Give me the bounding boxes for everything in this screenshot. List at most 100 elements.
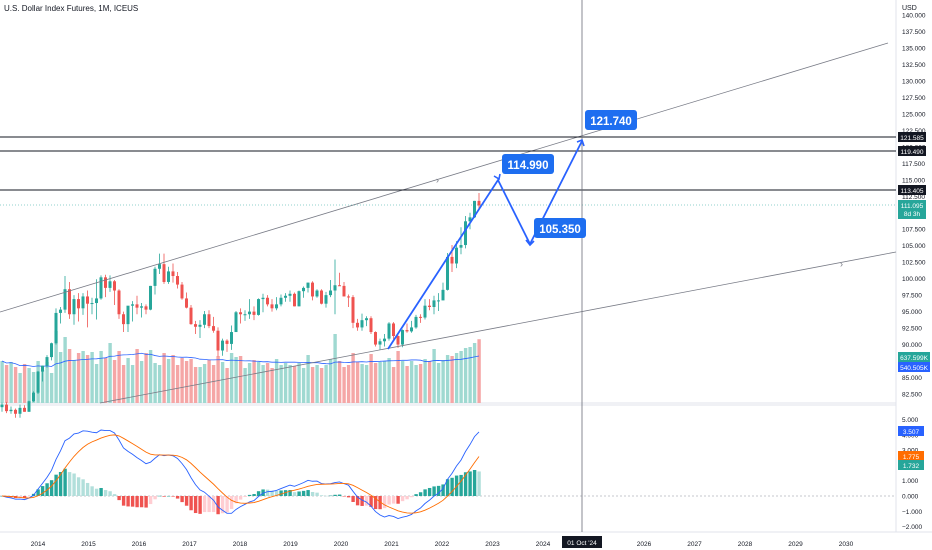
candle-body[interactable] — [41, 365, 44, 372]
candle-body[interactable] — [473, 200, 476, 218]
candle-body[interactable] — [68, 289, 71, 315]
candle-body[interactable] — [248, 311, 251, 315]
candle-body[interactable] — [59, 309, 62, 313]
candle-body[interactable] — [396, 335, 400, 345]
candle-body[interactable] — [441, 289, 445, 301]
candle-body[interactable] — [144, 306, 148, 310]
candle-body[interactable] — [468, 217, 472, 222]
candle-body[interactable] — [464, 221, 467, 246]
candle-body[interactable] — [279, 297, 283, 305]
candle-body[interactable] — [95, 298, 98, 304]
candle-body[interactable] — [284, 295, 287, 298]
candle-body[interactable] — [297, 291, 301, 307]
candle-body[interactable] — [162, 264, 166, 282]
projection-path[interactable] — [387, 140, 583, 350]
candle-body[interactable] — [230, 332, 233, 344]
candle-body[interactable] — [153, 268, 157, 286]
candle-body[interactable] — [261, 297, 265, 300]
candle-body[interactable] — [27, 401, 31, 412]
candle-body[interactable] — [387, 323, 391, 339]
candle-body[interactable] — [243, 314, 247, 316]
candle-body[interactable] — [14, 409, 17, 414]
candle-body[interactable] — [324, 295, 328, 304]
candle-body[interactable] — [414, 316, 418, 328]
candle-body[interactable] — [401, 330, 404, 345]
candle-body[interactable] — [374, 332, 377, 345]
candle-body[interactable] — [77, 299, 80, 309]
candle-body[interactable] — [5, 404, 8, 412]
candle-body[interactable] — [158, 264, 161, 269]
candle-body[interactable] — [293, 293, 296, 307]
candle-body[interactable] — [216, 330, 220, 351]
candle-body[interactable] — [365, 318, 368, 321]
candle-body[interactable] — [32, 392, 35, 402]
candle-body[interactable] — [176, 276, 179, 285]
candle-body[interactable] — [437, 300, 440, 302]
callout-105350[interactable]: 105.350 — [534, 218, 586, 238]
candle-body[interactable] — [432, 300, 436, 307]
candle-body[interactable] — [455, 247, 458, 264]
candle-body[interactable] — [18, 407, 22, 414]
candle-body[interactable] — [72, 299, 76, 315]
candle-body[interactable] — [86, 296, 89, 304]
candle-body[interactable] — [446, 256, 449, 290]
candle-body[interactable] — [99, 277, 103, 299]
candle-body[interactable] — [333, 285, 337, 291]
channel-upper-line[interactable] — [0, 42, 889, 313]
candle-body[interactable] — [234, 312, 238, 333]
candle-body[interactable] — [347, 296, 350, 298]
candle-body[interactable] — [104, 277, 107, 288]
candle-body[interactable] — [212, 326, 215, 331]
candle-body[interactable] — [45, 357, 49, 366]
candle-body[interactable] — [122, 314, 125, 325]
candle-body[interactable] — [167, 271, 170, 282]
candle-body[interactable] — [311, 282, 314, 297]
candle-body[interactable] — [270, 304, 274, 309]
candle-body[interactable] — [131, 304, 134, 306]
candle-body[interactable] — [428, 305, 431, 307]
candle-body[interactable] — [306, 282, 310, 288]
candle-body[interactable] — [405, 330, 409, 332]
candle-body[interactable] — [378, 341, 382, 345]
candle-body[interactable] — [221, 340, 224, 351]
candle-body[interactable] — [149, 285, 152, 310]
candle-body[interactable] — [108, 281, 112, 288]
candle-body[interactable] — [410, 327, 413, 332]
candle-body[interactable] — [342, 285, 346, 297]
candle-body[interactable] — [117, 290, 121, 315]
candle-body[interactable] — [90, 303, 94, 305]
candle-body[interactable] — [275, 304, 278, 309]
candle-body[interactable] — [315, 290, 319, 297]
candle-body[interactable] — [194, 324, 197, 327]
candle-body[interactable] — [189, 307, 193, 325]
candle-body[interactable] — [338, 285, 341, 287]
candle-body[interactable] — [23, 407, 26, 412]
candle-body[interactable] — [185, 298, 188, 308]
candle-body[interactable] — [302, 287, 305, 292]
candle-body[interactable] — [36, 371, 40, 393]
candle-body[interactable] — [171, 271, 175, 277]
candle-body[interactable] — [257, 299, 260, 315]
callout-121740[interactable]: 121.740 — [585, 110, 637, 130]
candle-body[interactable] — [113, 281, 116, 291]
candle-body[interactable] — [126, 305, 130, 325]
candle-body[interactable] — [50, 343, 53, 358]
candle-body[interactable] — [198, 324, 202, 327]
channel-lower-line[interactable] — [99, 251, 897, 404]
candle-body[interactable] — [360, 320, 364, 328]
candle-body[interactable] — [81, 296, 85, 309]
candle-body[interactable] — [180, 284, 184, 299]
candle-body[interactable] — [459, 245, 463, 248]
candle-body[interactable] — [266, 297, 269, 305]
candle-body[interactable] — [320, 290, 323, 304]
candle-body[interactable] — [0, 404, 4, 408]
candle-body[interactable] — [225, 340, 229, 344]
candle-body[interactable] — [450, 256, 454, 264]
candle-body[interactable] — [351, 297, 355, 323]
candle-body[interactable] — [423, 305, 427, 318]
candle-body[interactable] — [383, 338, 386, 342]
candle-body[interactable] — [356, 322, 359, 328]
candle-body[interactable] — [239, 312, 242, 315]
candle-body[interactable] — [63, 289, 67, 310]
